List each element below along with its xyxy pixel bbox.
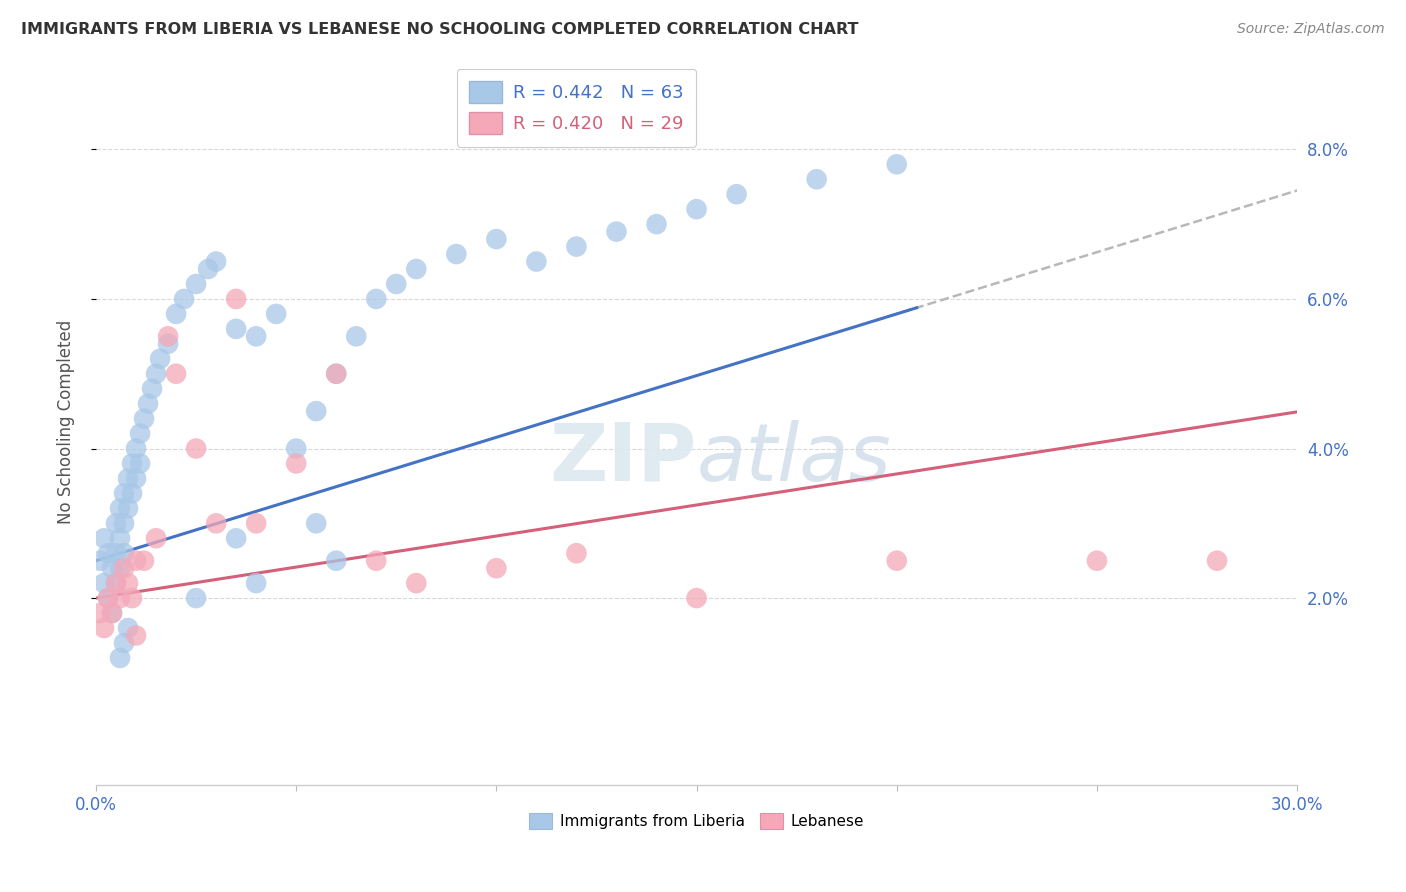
Point bbox=[157, 329, 180, 343]
Point bbox=[1085, 554, 1108, 568]
Point bbox=[117, 621, 139, 635]
Point bbox=[125, 442, 148, 456]
Point bbox=[129, 426, 152, 441]
Point bbox=[245, 516, 267, 531]
Point bbox=[105, 546, 128, 560]
Point bbox=[245, 329, 267, 343]
Point bbox=[108, 501, 131, 516]
Point bbox=[205, 516, 228, 531]
Point bbox=[121, 591, 143, 606]
Y-axis label: No Schooling Completed: No Schooling Completed bbox=[58, 320, 75, 524]
Point bbox=[225, 531, 247, 545]
Point bbox=[105, 576, 128, 591]
Point bbox=[97, 546, 120, 560]
Point bbox=[108, 591, 131, 606]
Point bbox=[806, 172, 828, 186]
Text: Source: ZipAtlas.com: Source: ZipAtlas.com bbox=[1237, 22, 1385, 37]
Point bbox=[112, 546, 135, 560]
Point bbox=[89, 554, 111, 568]
Point bbox=[101, 606, 124, 620]
Point bbox=[225, 322, 247, 336]
Point bbox=[325, 367, 347, 381]
Point bbox=[485, 232, 508, 246]
Point bbox=[145, 531, 167, 545]
Point bbox=[685, 202, 707, 217]
Point bbox=[132, 554, 155, 568]
Point bbox=[125, 628, 148, 642]
Point bbox=[93, 531, 115, 545]
Point bbox=[205, 254, 228, 268]
Point bbox=[132, 411, 155, 425]
Point bbox=[405, 576, 427, 591]
Point bbox=[366, 554, 388, 568]
Point bbox=[685, 591, 707, 606]
Point bbox=[197, 262, 219, 277]
Point bbox=[225, 292, 247, 306]
Point bbox=[101, 561, 124, 575]
Point bbox=[245, 576, 267, 591]
Point bbox=[725, 187, 748, 202]
Point bbox=[117, 576, 139, 591]
Point bbox=[157, 336, 180, 351]
Point bbox=[165, 367, 187, 381]
Point bbox=[108, 531, 131, 545]
Point bbox=[125, 554, 148, 568]
Point bbox=[344, 329, 367, 343]
Point bbox=[149, 351, 172, 366]
Legend: Immigrants from Liberia, Lebanese: Immigrants from Liberia, Lebanese bbox=[523, 807, 870, 836]
Point bbox=[165, 307, 187, 321]
Point bbox=[93, 621, 115, 635]
Point bbox=[184, 442, 207, 456]
Point bbox=[129, 457, 152, 471]
Text: atlas: atlas bbox=[696, 419, 891, 498]
Point bbox=[184, 591, 207, 606]
Point bbox=[93, 576, 115, 591]
Point bbox=[405, 262, 427, 277]
Point bbox=[136, 397, 159, 411]
Point bbox=[305, 516, 328, 531]
Point bbox=[565, 546, 588, 560]
Point bbox=[121, 457, 143, 471]
Point bbox=[117, 501, 139, 516]
Point bbox=[184, 277, 207, 291]
Point bbox=[108, 561, 131, 575]
Point bbox=[112, 561, 135, 575]
Point bbox=[101, 606, 124, 620]
Point bbox=[112, 486, 135, 500]
Point bbox=[645, 217, 668, 231]
Point bbox=[173, 292, 195, 306]
Text: ZIP: ZIP bbox=[550, 419, 696, 498]
Point bbox=[485, 561, 508, 575]
Point bbox=[121, 486, 143, 500]
Point bbox=[89, 606, 111, 620]
Point bbox=[117, 471, 139, 485]
Point bbox=[886, 157, 908, 171]
Point bbox=[97, 591, 120, 606]
Point bbox=[325, 554, 347, 568]
Point bbox=[97, 591, 120, 606]
Point bbox=[285, 442, 308, 456]
Point bbox=[105, 516, 128, 531]
Point bbox=[145, 367, 167, 381]
Point bbox=[285, 457, 308, 471]
Text: IMMIGRANTS FROM LIBERIA VS LEBANESE NO SCHOOLING COMPLETED CORRELATION CHART: IMMIGRANTS FROM LIBERIA VS LEBANESE NO S… bbox=[21, 22, 859, 37]
Point bbox=[366, 292, 388, 306]
Point bbox=[112, 636, 135, 650]
Point bbox=[526, 254, 548, 268]
Point bbox=[105, 576, 128, 591]
Point bbox=[125, 471, 148, 485]
Point bbox=[385, 277, 408, 291]
Point bbox=[1206, 554, 1229, 568]
Point bbox=[112, 516, 135, 531]
Point bbox=[886, 554, 908, 568]
Point bbox=[141, 382, 163, 396]
Point bbox=[605, 225, 627, 239]
Point bbox=[305, 404, 328, 418]
Point bbox=[565, 239, 588, 253]
Point bbox=[325, 367, 347, 381]
Point bbox=[108, 651, 131, 665]
Point bbox=[446, 247, 468, 261]
Point bbox=[264, 307, 287, 321]
